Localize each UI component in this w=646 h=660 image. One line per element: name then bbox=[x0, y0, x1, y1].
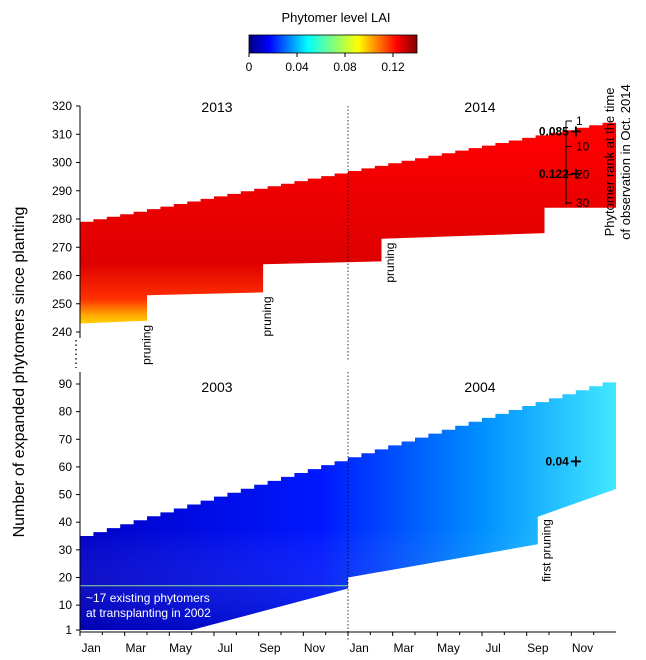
right-rank-axis: 1 10 20 30 bbox=[565, 114, 590, 210]
x-tick-label: Sep bbox=[527, 641, 549, 655]
left-y-axis: 240 250 260 270 280 290 300 310 320 1 10 20 30 40 50 60… bbox=[52, 99, 81, 637]
y-tick-label: 30 bbox=[59, 543, 73, 557]
colorbar-tick-label: 0 bbox=[246, 60, 253, 74]
y-axis-label: Number of expanded phytomers since plant… bbox=[11, 207, 28, 538]
x-tick-label: Jul bbox=[217, 641, 232, 655]
x-tick-label: May bbox=[169, 641, 192, 655]
y-tick-label: 1 bbox=[65, 623, 72, 637]
y-tick-label: 270 bbox=[52, 240, 72, 254]
right-axis-label-line1: Phytomer rank at the time bbox=[602, 88, 617, 237]
annotations: pruning pruning pruning 0.085 0.122 first pru… bbox=[140, 124, 581, 582]
bottom-year-left: 2003 bbox=[201, 379, 232, 395]
y-tick-label: 90 bbox=[59, 377, 73, 391]
marker-label: 0.085 bbox=[539, 124, 569, 138]
marker-label: 0.122 bbox=[539, 167, 569, 181]
rank-tick-label: 1 bbox=[576, 114, 583, 128]
bottom-year-right: 2004 bbox=[464, 379, 495, 395]
x-tick-label: Nov bbox=[304, 641, 325, 655]
x-tick-label: Jul bbox=[485, 641, 500, 655]
marker-label: 0.04 bbox=[546, 454, 570, 468]
bottom-lai-shade bbox=[80, 378, 616, 630]
x-tick-label: Jan bbox=[349, 641, 368, 655]
y-tick-label: 300 bbox=[52, 156, 72, 170]
y-tick-label: 250 bbox=[52, 297, 72, 311]
colorbar-tick-label: 0.04 bbox=[285, 60, 309, 74]
x-tick-label: Nov bbox=[572, 641, 593, 655]
y-tick-label: 20 bbox=[59, 570, 73, 584]
colorbar-tick-label: 0.08 bbox=[333, 60, 357, 74]
top-year-right: 2014 bbox=[464, 99, 495, 115]
y-tick-label: 60 bbox=[59, 460, 73, 474]
y-tick-label: 70 bbox=[59, 432, 73, 446]
colorbar bbox=[248, 34, 418, 54]
top-panel: 2013 2014 bbox=[80, 99, 616, 360]
pruning-label: pruning bbox=[260, 297, 274, 337]
y-tick-label: 10 bbox=[59, 598, 73, 612]
y-tick-label: 260 bbox=[52, 269, 72, 283]
y-tick-label: 310 bbox=[52, 127, 72, 141]
annotation-line-1: ~17 existing phytomers bbox=[86, 591, 210, 605]
y-tick-label: 290 bbox=[52, 184, 72, 198]
pruning-label: pruning bbox=[383, 243, 397, 283]
pruning-label: first pruning bbox=[539, 519, 553, 582]
y-tick-label: 320 bbox=[52, 99, 72, 113]
x-tick-label: Sep bbox=[259, 641, 281, 655]
x-tick-label: May bbox=[437, 641, 460, 655]
x-tick-label: Jan bbox=[81, 641, 100, 655]
pruning-label: pruning bbox=[140, 325, 154, 365]
y-tick-label: 280 bbox=[52, 212, 72, 226]
x-tick-label: Mar bbox=[125, 641, 146, 655]
y-tick-label: 240 bbox=[52, 325, 72, 339]
rank-tick-label: 20 bbox=[576, 168, 590, 182]
bottom-panel: 2003 2004 ~17 existing phytomers at tran… bbox=[80, 372, 616, 640]
x-axis: Jan Mar May Jul Sep Nov Jan Mar May Jul Sep Nov bbox=[79, 631, 616, 655]
right-axis-label-line2: of observation in Oct. 2014 bbox=[618, 84, 633, 239]
rank-tick-label: 10 bbox=[576, 139, 590, 153]
top-year-left: 2013 bbox=[201, 99, 232, 115]
y-tick-label: 40 bbox=[59, 515, 73, 529]
annotation-line-2: at transplanting in 2002 bbox=[86, 606, 211, 620]
x-tick-label: Mar bbox=[393, 641, 414, 655]
colorbar-tick-label: 0.12 bbox=[381, 60, 405, 74]
y-tick-label: 50 bbox=[59, 488, 73, 502]
y-tick-label: 80 bbox=[59, 405, 73, 419]
colorbar-ticks: 0 0.04 0.08 0.12 bbox=[246, 53, 405, 74]
rank-tick-label: 30 bbox=[576, 196, 590, 210]
colorbar-title: Phytomer level LAI bbox=[281, 10, 390, 25]
